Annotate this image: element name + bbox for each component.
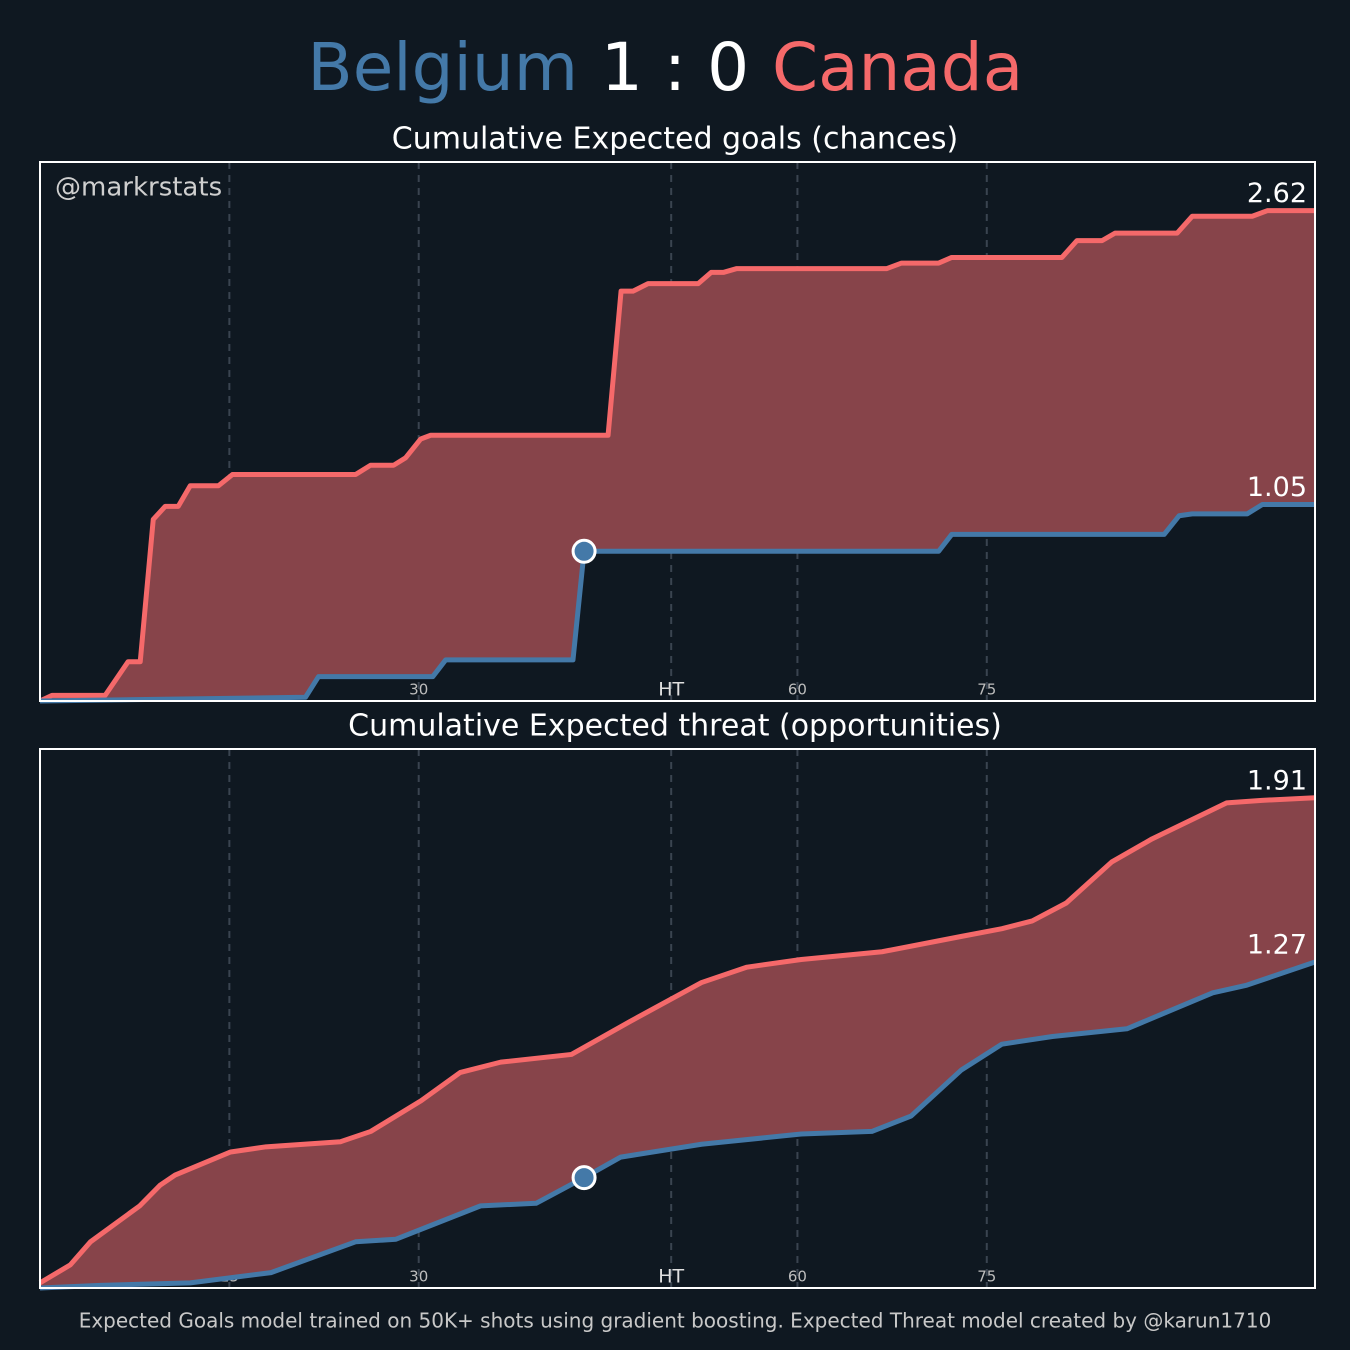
x-tick-label: HT	[658, 1266, 684, 1288]
end-value-label: 1.91	[1247, 765, 1307, 796]
x-tick-label: 75	[977, 1268, 996, 1286]
goal-marker	[571, 538, 597, 564]
annotation: @markrstats	[55, 173, 222, 203]
series-line	[39, 501, 1315, 704]
x-tick-label: 30	[409, 681, 428, 699]
chart-title: Cumulative Expected threat (opportunitie…	[348, 709, 1002, 744]
series-line	[39, 959, 1316, 1291]
away-team: Canada	[772, 29, 1023, 106]
panel-frame	[39, 748, 1316, 1289]
gap-area	[40, 210, 1315, 701]
score: 1 : 0	[601, 29, 749, 106]
x-tick-label: HT	[658, 679, 684, 701]
end-value-label: 1.27	[1247, 930, 1307, 961]
footer: Expected Goals model trained on 50K+ sho…	[79, 1309, 1272, 1333]
series-line	[38, 795, 1316, 1286]
end-value-label: 2.62	[1247, 178, 1307, 209]
chart-title: Cumulative Expected goals (chances)	[392, 122, 958, 157]
series-line	[38, 208, 1315, 704]
panel-frame	[39, 161, 1316, 702]
x-tick-label: 30	[409, 1268, 428, 1286]
home-team: Belgium	[307, 29, 578, 106]
x-tick-label: 60	[788, 681, 807, 699]
x-tick-label: 60	[788, 1268, 807, 1286]
gap-area	[40, 797, 1315, 1288]
x-tick-label: 75	[977, 681, 996, 699]
end-value-label: 1.05	[1247, 472, 1307, 503]
goal-marker	[571, 1165, 597, 1191]
